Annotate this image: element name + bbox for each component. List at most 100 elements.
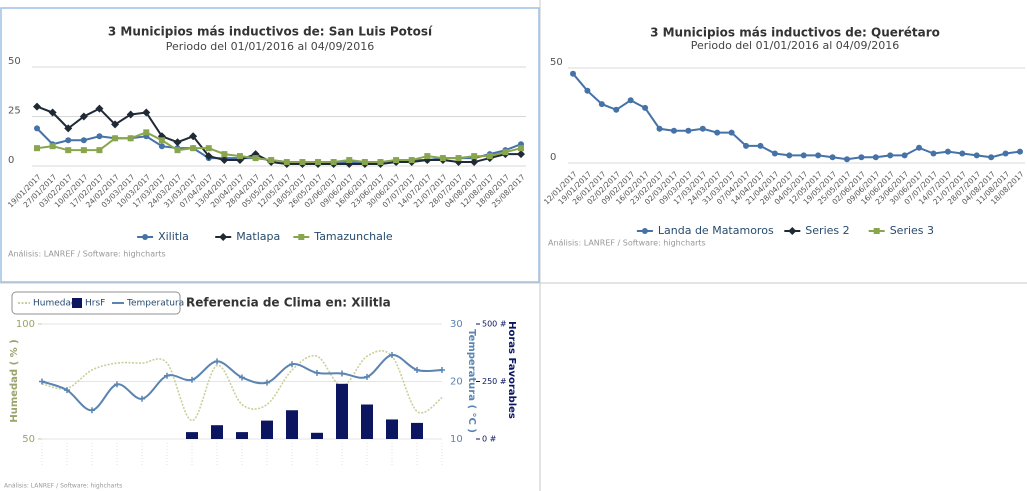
marker bbox=[389, 352, 395, 359]
marker bbox=[96, 147, 103, 154]
marker bbox=[393, 157, 400, 164]
marker bbox=[424, 153, 431, 160]
marker bbox=[139, 395, 145, 402]
legend-box bbox=[11, 291, 181, 315]
series-line bbox=[41, 350, 443, 422]
marker bbox=[728, 129, 735, 136]
credits: Análisis: LANREF / Software: highcharts bbox=[548, 239, 706, 248]
marker bbox=[613, 106, 620, 113]
marker bbox=[439, 367, 445, 373]
marker bbox=[815, 152, 822, 159]
marker bbox=[96, 133, 103, 140]
marker bbox=[699, 125, 706, 132]
marker bbox=[642, 104, 649, 111]
marker bbox=[685, 127, 692, 134]
marker bbox=[346, 157, 353, 164]
marker bbox=[158, 137, 165, 144]
marker bbox=[641, 228, 648, 234]
marker bbox=[34, 145, 40, 152]
legend-label: Matlapa bbox=[236, 230, 280, 243]
marker bbox=[239, 374, 245, 381]
marker bbox=[112, 135, 119, 142]
marker bbox=[236, 153, 243, 160]
marker bbox=[114, 381, 120, 388]
legend-label: Humedad bbox=[33, 299, 77, 309]
legend-label: Temperatura bbox=[126, 299, 184, 309]
bar bbox=[261, 420, 273, 439]
marker bbox=[873, 228, 880, 234]
marker bbox=[48, 108, 57, 117]
marker bbox=[164, 372, 170, 379]
marker bbox=[959, 150, 966, 157]
marker bbox=[330, 159, 337, 166]
marker bbox=[143, 129, 150, 136]
marker bbox=[829, 154, 836, 161]
y2-axis-title: Temperatura ( °C ) bbox=[466, 329, 477, 433]
marker bbox=[439, 155, 446, 162]
marker bbox=[627, 97, 634, 104]
y3-tick-label: 250 # bbox=[482, 377, 507, 386]
marker bbox=[517, 150, 525, 159]
marker bbox=[33, 102, 41, 111]
chart-title: 3 Municipios más inductivos de: Querétar… bbox=[650, 26, 940, 40]
marker bbox=[173, 138, 182, 147]
marker bbox=[252, 155, 259, 162]
panel-border bbox=[0, 7, 540, 283]
marker bbox=[930, 150, 937, 157]
marker bbox=[361, 159, 368, 166]
legend-label: Series 2 bbox=[805, 224, 849, 237]
marker bbox=[64, 124, 73, 133]
marker bbox=[584, 87, 591, 94]
marker bbox=[486, 153, 493, 160]
marker bbox=[786, 152, 793, 159]
marker bbox=[220, 156, 229, 165]
marker bbox=[843, 156, 850, 163]
marker bbox=[916, 144, 923, 151]
chart-subtitle: Periodo del 01/01/2016 al 04/09/2016 bbox=[166, 40, 374, 53]
marker bbox=[570, 70, 576, 77]
marker bbox=[988, 154, 995, 161]
marker bbox=[788, 227, 797, 235]
bar bbox=[411, 422, 423, 439]
chart-title: Referencia de Clima en: Xilitla bbox=[186, 296, 391, 310]
bar bbox=[286, 410, 298, 439]
marker bbox=[299, 159, 306, 166]
marker bbox=[65, 147, 72, 154]
marker bbox=[158, 143, 165, 150]
marker bbox=[800, 152, 807, 159]
credits: Análisis: LANREF / Software: highcharts bbox=[8, 250, 166, 259]
y-tick-label: 0 bbox=[8, 155, 14, 166]
marker bbox=[743, 142, 750, 149]
bar bbox=[236, 432, 248, 439]
marker bbox=[656, 125, 663, 132]
marker bbox=[142, 234, 149, 240]
marker bbox=[79, 112, 88, 121]
y2-tick-label: 20 bbox=[450, 377, 463, 388]
marker bbox=[283, 159, 290, 166]
marker bbox=[901, 152, 908, 159]
y-tick-label: 0 bbox=[550, 152, 556, 163]
legend-swatch bbox=[72, 298, 82, 308]
marker bbox=[314, 369, 320, 376]
chart-subtitle: Periodo del 01/01/2016 al 04/09/2016 bbox=[691, 39, 899, 52]
marker bbox=[204, 152, 213, 161]
marker bbox=[49, 143, 56, 150]
marker bbox=[944, 148, 951, 155]
bar bbox=[186, 432, 198, 439]
bar bbox=[361, 404, 373, 439]
marker bbox=[502, 149, 509, 156]
legend-label: Tamazunchale bbox=[313, 230, 393, 243]
bar bbox=[311, 432, 323, 439]
marker bbox=[973, 152, 980, 159]
marker bbox=[189, 376, 195, 383]
marker bbox=[80, 137, 87, 144]
credits: Análisis: LANREF / Software: highcharts bbox=[4, 483, 122, 490]
y-tick-label: 50 bbox=[550, 57, 563, 68]
marker bbox=[377, 159, 384, 166]
marker bbox=[142, 108, 151, 117]
y2-tick-label: 10 bbox=[450, 434, 463, 445]
bar bbox=[336, 383, 348, 439]
marker bbox=[39, 378, 45, 385]
